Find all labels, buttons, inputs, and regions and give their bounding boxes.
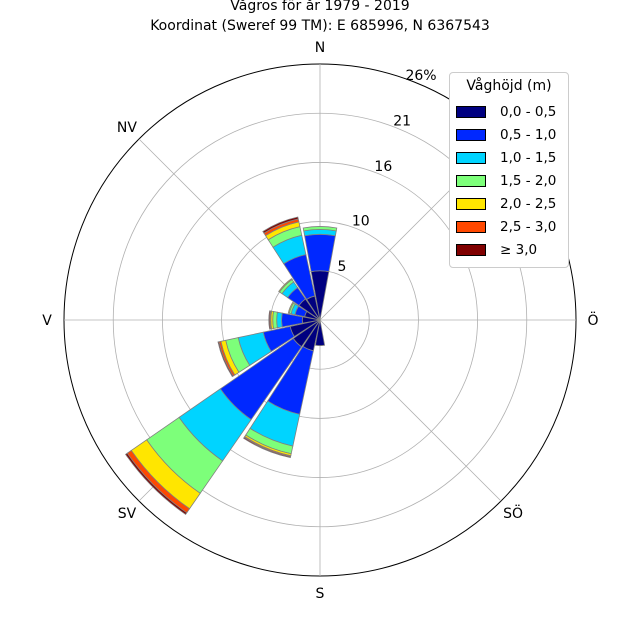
chart-title-line2: Koordinat (Sweref 99 TM): E 685996, N 63… xyxy=(150,18,490,34)
legend-label: ≥ 3,0 xyxy=(500,242,538,258)
rose-bar-segment xyxy=(302,226,338,232)
rose-bar-segment xyxy=(314,319,326,346)
radial-tick-label: 10 xyxy=(352,214,370,230)
legend-swatch xyxy=(456,106,486,118)
legend-entry: 1,0 - 1,5 xyxy=(456,150,556,166)
legend-entry: 0,0 - 0,5 xyxy=(456,104,556,120)
legend-title: Våghöjd (m) xyxy=(466,78,552,94)
rose-bar-segment xyxy=(262,216,299,234)
legend-label: 1,5 - 2,0 xyxy=(500,173,557,189)
legend-label: 2,5 - 3,0 xyxy=(500,219,557,235)
radial-tick-label: 5 xyxy=(337,259,346,275)
legend-entry: 2,5 - 3,0 xyxy=(456,219,556,235)
legend-label: 0,5 - 1,0 xyxy=(500,127,557,143)
rose-bar-segment xyxy=(278,278,293,293)
legend-label: 1,0 - 1,5 xyxy=(500,150,557,166)
legend-swatch xyxy=(456,198,486,210)
rose-bar-segment xyxy=(125,452,188,515)
grid-spoke xyxy=(319,319,502,502)
rose-bar-segment xyxy=(287,301,295,314)
legend-label: 2,0 - 2,5 xyxy=(500,196,557,212)
direction-label: SÖ xyxy=(503,504,523,522)
direction-label: Ö xyxy=(587,311,598,329)
rose-bar-segment xyxy=(217,341,234,378)
legend-entry: 1,5 - 2,0 xyxy=(456,173,556,189)
rose-bar-segment xyxy=(243,436,292,459)
legend-entry: 0,5 - 1,0 xyxy=(456,127,556,143)
radial-tick-label: 26% xyxy=(405,68,436,84)
legend-swatch xyxy=(456,175,486,187)
legend-swatch xyxy=(456,244,486,256)
legend-entry: ≥ 3,0 xyxy=(456,242,537,258)
legend-swatch xyxy=(456,221,486,233)
legend-swatch xyxy=(456,129,486,141)
radial-tick-label: 21 xyxy=(393,114,411,130)
legend-label: 0,0 - 0,5 xyxy=(500,104,557,120)
rose-bar-segment xyxy=(304,233,336,273)
direction-label: V xyxy=(42,313,52,329)
direction-label: S xyxy=(316,586,325,602)
rose-bar-segment xyxy=(276,311,283,329)
legend: Våghöjd (m) 0,0 - 0,5 0,5 - 1,0 1,0 - 1,… xyxy=(449,72,569,268)
direction-label: SV xyxy=(118,506,137,522)
radial-tick-label: 16 xyxy=(374,159,392,175)
legend-swatch xyxy=(456,152,486,164)
chart-title-line1: Vågros för år 1979 - 2019 xyxy=(230,0,410,14)
legend-entry: 2,0 - 2,5 xyxy=(456,196,556,212)
direction-label: NV xyxy=(117,120,137,136)
radial-tick-labels: 5 10 16 21 26% xyxy=(337,68,436,275)
direction-label: N xyxy=(315,40,325,56)
rose-bar-segment xyxy=(268,310,272,330)
rose-bars xyxy=(125,216,338,515)
